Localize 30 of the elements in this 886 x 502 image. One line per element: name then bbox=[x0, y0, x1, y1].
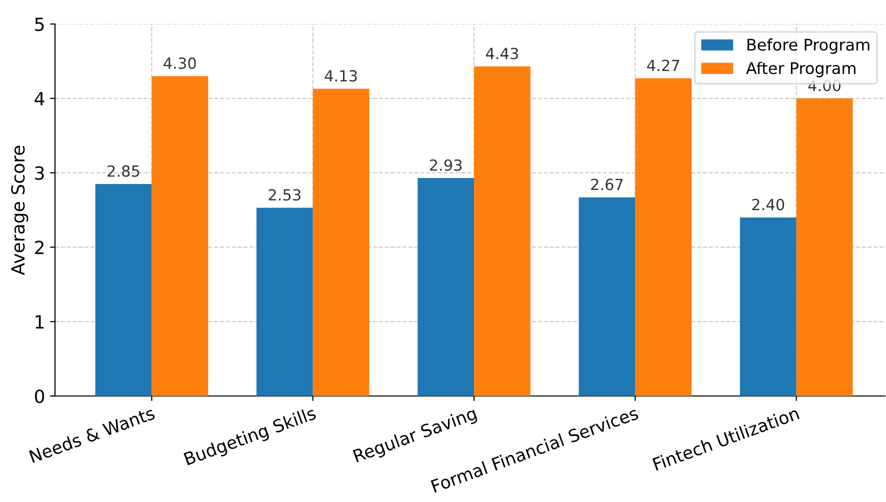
bar bbox=[474, 66, 530, 396]
y-tick-label: 1 bbox=[36, 315, 44, 328]
y-tick-label: 3 bbox=[35, 166, 44, 180]
data-label: 4.43 bbox=[486, 48, 518, 60]
data-label: 4.13 bbox=[324, 70, 357, 82]
data-label: 2.93 bbox=[430, 159, 462, 171]
y-tick-label: 2 bbox=[35, 240, 44, 254]
data-label: 4.00 bbox=[808, 80, 841, 92]
x-tick-label: Needs & Wants bbox=[28, 406, 156, 464]
bar bbox=[418, 178, 474, 396]
data-label: 2.67 bbox=[591, 178, 623, 190]
y-axis-title: Average Score bbox=[11, 146, 28, 276]
legend-label: After Program bbox=[746, 62, 856, 78]
y-tick-label: 0 bbox=[34, 389, 44, 404]
bar bbox=[256, 208, 313, 396]
data-label: 4.30 bbox=[164, 57, 196, 69]
data-label: 2.53 bbox=[268, 189, 300, 201]
bar bbox=[635, 78, 692, 396]
data-label: 4.27 bbox=[647, 60, 680, 71]
data-label: 2.40 bbox=[752, 198, 784, 210]
y-tick-label: 4 bbox=[34, 92, 44, 106]
data-label: 2.85 bbox=[108, 165, 140, 177]
bar bbox=[152, 76, 208, 396]
y-tick-label: 5 bbox=[35, 18, 44, 32]
bar bbox=[312, 88, 370, 396]
legend-label: Before Program bbox=[748, 38, 870, 54]
bar bbox=[578, 197, 636, 396]
bar bbox=[796, 98, 853, 396]
bar bbox=[95, 184, 152, 396]
bar bbox=[740, 217, 796, 396]
